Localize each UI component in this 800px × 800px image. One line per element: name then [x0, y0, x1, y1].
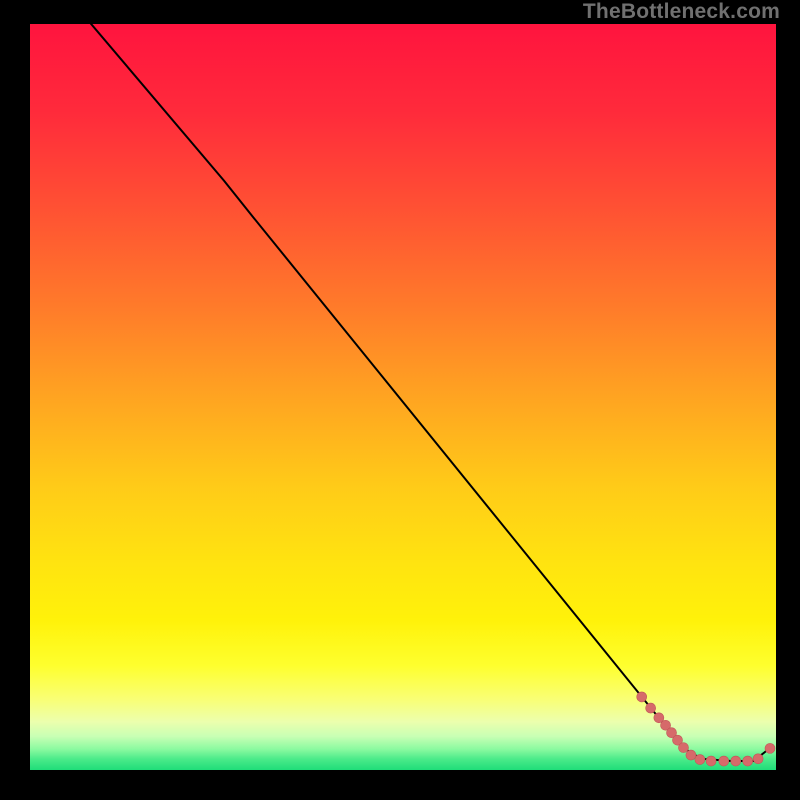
data-marker: [637, 692, 647, 702]
data-marker: [686, 750, 696, 760]
data-marker: [719, 756, 729, 766]
data-marker: [731, 756, 741, 766]
chart-plot-area: [30, 24, 776, 770]
watermark-text: TheBottleneck.com: [583, 0, 780, 24]
data-marker: [695, 755, 705, 765]
data-marker: [678, 743, 688, 753]
data-marker: [753, 754, 763, 764]
bottleneck-chart: [0, 0, 800, 800]
data-marker: [765, 743, 775, 753]
data-marker: [743, 756, 753, 766]
data-marker: [706, 756, 716, 766]
data-marker: [646, 703, 656, 713]
